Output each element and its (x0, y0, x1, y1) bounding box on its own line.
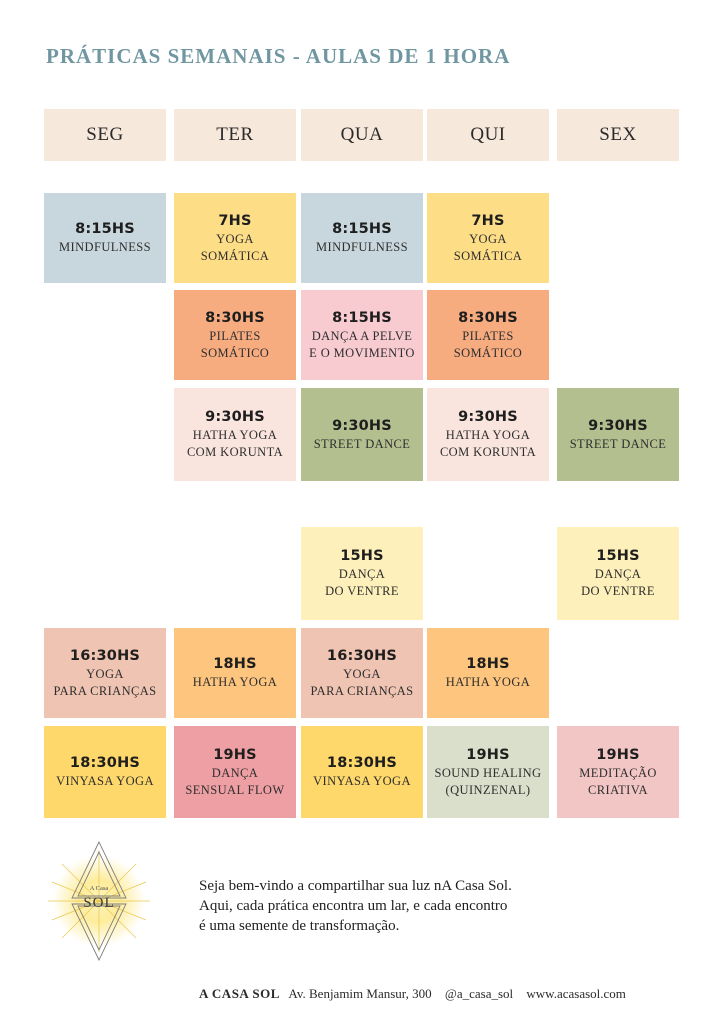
class-time: 8:15HS (332, 309, 392, 326)
class-time: 18:30HS (69, 755, 141, 771)
welcome-line: Seja bem-vindo a compartilhar sua luz nA… (199, 878, 512, 894)
class-time: 8:30HS (458, 309, 518, 326)
class-card: 9:30HS HATHA YOGA COM KORUNTA (174, 388, 296, 481)
class-card: 7HS YOGA SOMÁTICA (427, 193, 549, 283)
class-time: 9:30HS (332, 417, 392, 434)
class-card: 7HS YOGA SOMÁTICA (174, 193, 296, 283)
class-card: 18:30HS VINYASA YOGA (301, 726, 423, 818)
class-time: 19HS (596, 746, 640, 763)
class-card: 9:30HS STREET DANCE (301, 388, 423, 481)
class-name: SOUND HEALING (QUINZENAL) (434, 765, 542, 797)
class-card: 9:30HS STREET DANCE (557, 388, 679, 481)
class-time: 9:30HS (588, 417, 648, 434)
class-name: MEDITAÇÃO CRIATIVA (579, 765, 657, 797)
page-title: PRÁTICAS SEMANAIS - AULAS DE 1 HORA (46, 44, 511, 68)
class-name: DANÇA DO VENTRE (325, 567, 399, 598)
class-time: 18:30HS (326, 755, 398, 771)
triangle-icon (71, 840, 127, 962)
class-time: 15HS (596, 548, 640, 564)
welcome-line: Aqui, cada prática encontra um lar, e ca… (199, 898, 508, 914)
class-card: 8:30HS PILATES SOMÁTICO (427, 290, 549, 380)
casa-sol-logo: A Casa SOL (48, 840, 150, 962)
day-header-qui: QUI (427, 109, 549, 161)
class-time: 19HS (466, 746, 510, 763)
class-card: 19HS DANÇA SENSUAL FLOW (174, 726, 296, 818)
class-time: 7HS (218, 212, 252, 229)
class-card: 8:15HS DANÇA A PELVE E O MOVIMENTO (301, 290, 423, 380)
class-name: PILATES SOMÁTICO (453, 328, 523, 360)
class-name: MINDFULNESS (59, 240, 151, 254)
welcome-line: é uma semente de transformação. (199, 918, 400, 934)
class-card: 16:30HS YOGA PARA CRIANÇAS (301, 628, 423, 718)
class-name: HATHA YOGA COM KORUNTA (186, 428, 284, 459)
class-name: STREET DANCE (313, 436, 411, 451)
class-name: DANÇA SENSUAL FLOW (185, 765, 285, 797)
class-card: 9:30HS HATHA YOGA COM KORUNTA (427, 388, 549, 481)
class-name: YOGA SOMÁTICA (453, 231, 523, 263)
class-time: 15HS (340, 548, 384, 564)
day-header-seg: SEG (44, 109, 166, 161)
footer: A CASA SOL Av. Benjamim Mansur, 300 @a_c… (199, 986, 626, 1002)
class-name: DANÇA DO VENTRE (581, 567, 655, 598)
class-name: YOGA PARA CRIANÇAS (53, 666, 157, 698)
class-name: DANÇA A PELVE E O MOVIMENTO (309, 328, 415, 360)
class-card: 19HS SOUND HEALING (QUINZENAL) (427, 726, 549, 818)
class-time: 8:15HS (332, 221, 392, 237)
class-card: 8:30HS PILATES SOMÁTICO (174, 290, 296, 380)
class-card: 16:30HS YOGA PARA CRIANÇAS (44, 628, 166, 718)
logo-small-text: A Casa (90, 885, 109, 892)
footer-website[interactable]: www.acasasol.com (526, 986, 626, 1001)
class-name: MINDFULNESS (316, 240, 408, 254)
class-card: 19HS MEDITAÇÃO CRIATIVA (557, 726, 679, 818)
footer-instagram[interactable]: @a_casa_sol (444, 986, 514, 1001)
day-header-ter: TER (174, 109, 296, 161)
class-time: 7HS (471, 212, 505, 229)
class-card: 15HS DANÇA DO VENTRE (557, 527, 679, 620)
class-time: 18HS (213, 656, 257, 672)
class-time: 9:30HS (205, 409, 265, 425)
class-time: 19HS (213, 746, 257, 763)
class-time: 16:30HS (69, 647, 141, 664)
class-card: 8:15HS MINDFULNESS (301, 193, 423, 283)
class-name: YOGA SOMÁTICA (200, 231, 270, 263)
class-name: HATHA YOGA (192, 675, 278, 689)
class-time: 18HS (466, 656, 510, 672)
class-card: 18:30HS VINYASA YOGA (44, 726, 166, 818)
class-name: VINYASA YOGA (313, 774, 411, 788)
class-card: 8:15HS MINDFULNESS (44, 193, 166, 283)
class-name: VINYASA YOGA (56, 774, 154, 788)
class-name: YOGA PARA CRIANÇAS (310, 666, 414, 698)
footer-brand: A CASA SOL (199, 986, 280, 1001)
day-header-qua: QUA (301, 109, 423, 161)
class-time: 8:15HS (75, 221, 135, 237)
class-card: 15HS DANÇA DO VENTRE (301, 527, 423, 620)
class-name: STREET DANCE (569, 436, 667, 451)
class-time: 8:30HS (205, 309, 265, 326)
class-card: 18HS HATHA YOGA (174, 628, 296, 718)
class-time: 9:30HS (458, 409, 518, 425)
logo-big-text: SOL (83, 895, 114, 911)
footer-address: Av. Benjamim Mansur, 300 (288, 986, 432, 1001)
class-time: 16:30HS (326, 647, 398, 664)
class-name: PILATES SOMÁTICO (200, 328, 270, 360)
welcome-message: Seja bem-vindo a compartilhar sua luz nA… (199, 876, 639, 936)
class-name: HATHA YOGA (445, 675, 531, 689)
class-card: 18HS HATHA YOGA (427, 628, 549, 718)
day-header-sex: SEX (557, 109, 679, 161)
class-name: HATHA YOGA COM KORUNTA (439, 428, 537, 459)
